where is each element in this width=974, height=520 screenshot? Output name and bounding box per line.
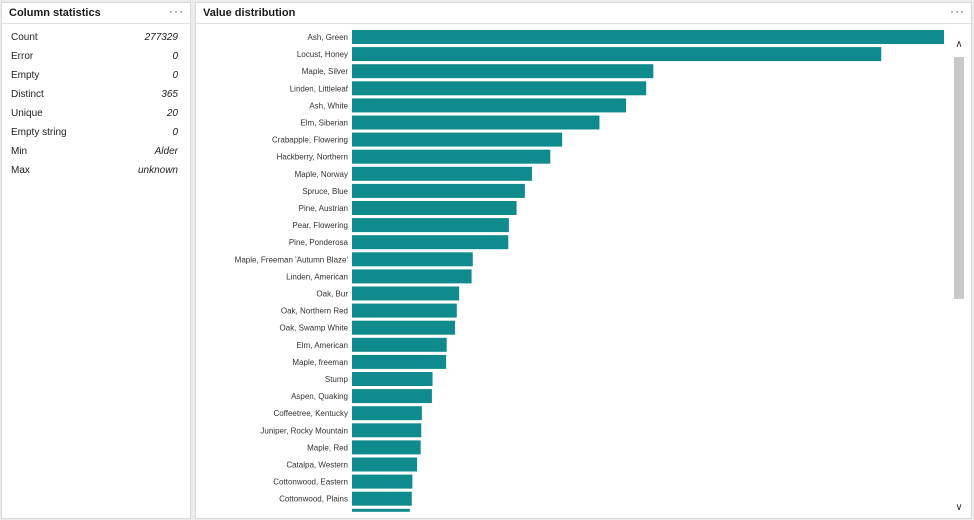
category-label: Elm, American <box>296 341 348 350</box>
bar-10[interactable] <box>352 201 517 215</box>
category-label: Linden, Littleleaf <box>290 84 349 93</box>
scroll-thumb[interactable] <box>954 57 964 299</box>
category-label: Oak, Swamp White <box>280 324 349 333</box>
category-label: Elm, Siberian <box>300 119 348 128</box>
bar-8[interactable] <box>352 166 532 181</box>
value-distribution-header: Value distribution ··· <box>196 3 971 24</box>
stat-row-error: Error 0 <box>11 48 178 67</box>
bar-4[interactable] <box>352 98 627 113</box>
stat-row-distinct: Distinct 365 <box>11 86 178 105</box>
bar-13[interactable] <box>352 252 473 267</box>
bar-25[interactable] <box>352 457 418 472</box>
column-statistics-panel: Column statistics ··· Count 277329 Error… <box>1 2 191 519</box>
stat-value: Alder <box>154 146 178 157</box>
value-distribution-more-button[interactable]: ··· <box>950 4 965 18</box>
category-label: Maple, Silver <box>302 67 349 76</box>
category-label: Juniper, Rocky Mountain <box>260 426 348 435</box>
category-label: Oak, Northern Red <box>281 307 348 316</box>
bar-24[interactable] <box>352 440 421 455</box>
bar-16[interactable] <box>352 303 457 318</box>
bar-21[interactable] <box>352 389 432 404</box>
bar-11[interactable] <box>352 218 509 233</box>
stat-row-empty: Empty 0 <box>11 67 178 86</box>
stat-label: Error <box>11 51 34 62</box>
category-label: Ash, Green <box>308 33 348 42</box>
stat-label: Unique <box>11 108 43 119</box>
scroll-up-icon[interactable]: ∧ <box>955 39 963 50</box>
category-label: Linden, American <box>286 272 348 281</box>
value-distribution-title: Value distribution <box>203 7 296 19</box>
bar-1[interactable] <box>352 47 882 62</box>
category-label: Maple, Red <box>307 443 348 452</box>
bar-partial <box>352 508 410 512</box>
stat-label: Min <box>11 146 28 157</box>
bar-15[interactable] <box>352 286 460 301</box>
category-label: Aspen, Quaking <box>291 392 348 401</box>
category-label: Maple, Norway <box>295 170 348 179</box>
stat-value: 0 <box>172 70 178 81</box>
category-label: Pine, Austrian <box>299 204 348 213</box>
stat-row-unique: Unique 20 <box>11 105 178 124</box>
stat-label: Empty <box>11 70 40 81</box>
stat-value: 277329 <box>144 32 178 43</box>
category-label: Coffeetree, Kentucky <box>273 409 348 418</box>
category-label: Maple, Freeman 'Autumn Blaze' <box>235 255 349 264</box>
stat-value: 20 <box>166 108 178 119</box>
bar-0[interactable] <box>352 30 944 44</box>
bar-22[interactable] <box>352 406 422 421</box>
value-distribution-panel: Value distribution ··· Ash, Green Locust,… <box>195 2 972 519</box>
category-label: Pear, Flowering <box>292 221 348 230</box>
bar-26[interactable] <box>352 474 413 489</box>
bar-12[interactable] <box>352 235 509 250</box>
column-statistics-header: Column statistics ··· <box>2 3 190 24</box>
stat-value: 365 <box>161 89 178 100</box>
stat-label: Distinct <box>11 89 44 100</box>
bar-6[interactable] <box>352 132 563 147</box>
category-label: Crabapple, Flowering <box>272 136 348 145</box>
bar-3[interactable] <box>352 81 647 96</box>
bar-19[interactable] <box>352 354 447 369</box>
category-label: Hackberry, Northern <box>277 153 348 162</box>
stat-label: Empty string <box>11 127 67 138</box>
stat-value: 0 <box>172 51 178 62</box>
category-label: Maple, freeman <box>292 358 348 367</box>
column-statistics-title: Column statistics <box>9 7 101 19</box>
column-statistics-more-button[interactable]: ··· <box>169 4 184 18</box>
bar-18[interactable] <box>352 337 447 352</box>
category-label: Locust, Honey <box>297 50 348 59</box>
stat-row-max: Max unknown <box>11 162 178 181</box>
category-label: Pine, Ponderosa <box>289 238 349 247</box>
bar-9[interactable] <box>352 183 525 198</box>
bar-14[interactable] <box>352 269 472 284</box>
stat-label: Count <box>11 32 38 43</box>
stat-value: unknown <box>137 165 178 176</box>
bar-27[interactable] <box>352 491 412 506</box>
bar-5[interactable] <box>352 115 600 130</box>
category-label: Oak, Bur <box>316 290 348 299</box>
stat-label: Max <box>11 165 30 176</box>
bar-2[interactable] <box>352 64 654 79</box>
category-label: Stump <box>325 375 349 384</box>
bar-7[interactable] <box>352 149 551 164</box>
category-label: Cottonwood, Plains <box>279 495 348 504</box>
bar-17[interactable] <box>352 320 456 335</box>
category-label: Cottonwood, Eastern <box>273 478 348 487</box>
category-label: Spruce, Blue <box>302 187 348 196</box>
stat-row-empty-string: Empty string 0 <box>11 124 178 143</box>
scroll-down-icon[interactable]: ∨ <box>955 502 963 513</box>
category-label: Catalpa, Western <box>286 461 348 470</box>
stat-row-count: Count 277329 <box>11 29 178 48</box>
chart-scrollbar[interactable]: ∧ ∨ <box>953 39 965 513</box>
stat-row-min: Min Alder <box>11 143 178 162</box>
bar-23[interactable] <box>352 423 422 438</box>
bar-20[interactable] <box>352 372 433 386</box>
category-label: Ash, White <box>309 101 348 110</box>
stat-value: 0 <box>172 127 178 138</box>
value-distribution-chart: Ash, Green Locust, Honey Maple, Silver Lind… <box>235 30 944 512</box>
